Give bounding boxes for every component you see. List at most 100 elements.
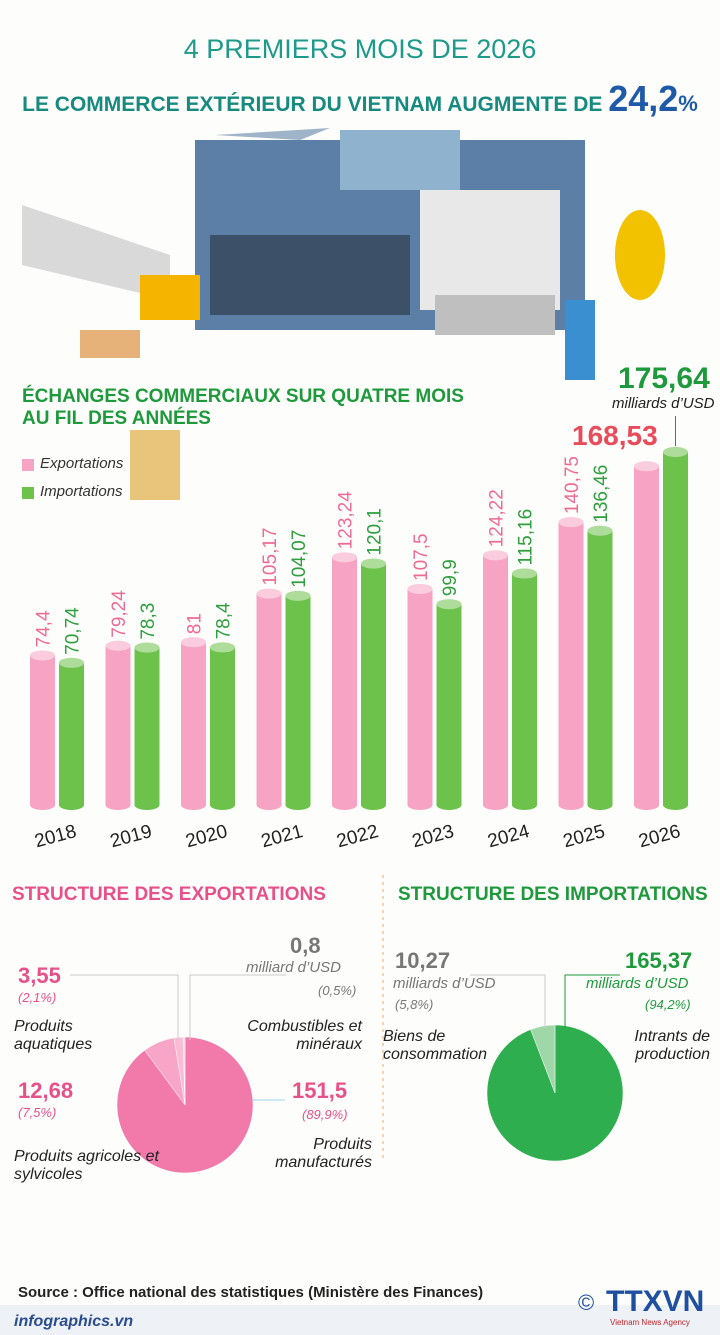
value-label: 99,9 xyxy=(440,559,461,596)
bar-top xyxy=(256,588,282,599)
slice-label: Combustibles et minéraux xyxy=(247,1018,362,1054)
bar-top xyxy=(105,640,131,651)
docks xyxy=(210,235,410,315)
bar xyxy=(59,657,84,810)
slice-label: Produits agricoles et sylvicoles xyxy=(14,1148,159,1184)
bar-top xyxy=(512,568,537,579)
footer-band xyxy=(0,1305,720,1335)
bar xyxy=(558,517,584,810)
copyright: © xyxy=(578,1290,595,1315)
value-label: 78,3 xyxy=(138,603,159,640)
slice-value: 151,5 xyxy=(292,1078,348,1103)
bar xyxy=(634,461,659,810)
bar xyxy=(210,642,235,810)
slice-value: 0,8 xyxy=(290,933,321,958)
unit-label: milliards d’USD xyxy=(612,395,715,412)
slice-value: 165,37 xyxy=(625,948,693,973)
bar xyxy=(285,590,311,810)
slice-label: Biens de consommation xyxy=(383,1028,488,1064)
value-label: 107,5 xyxy=(411,533,432,581)
header-line1: 4 PREMIERS MOIS DE 2026 xyxy=(183,34,537,64)
bar-top xyxy=(30,650,55,661)
header-highlight: 24,2 xyxy=(608,78,679,119)
bar xyxy=(256,588,282,810)
bar-top xyxy=(210,642,235,653)
bar xyxy=(332,552,357,810)
leader xyxy=(564,974,620,1028)
bar xyxy=(663,447,688,810)
slice-share: (2,1%) xyxy=(18,990,57,1005)
value-label: 140,75 xyxy=(562,456,583,514)
bar xyxy=(407,583,433,810)
logo-sub: Vietnam News Agency xyxy=(610,1318,690,1327)
bar-title: ÉCHANGES COMMERCIAUX SUR QUATRE MOIS AU … xyxy=(22,386,464,429)
value-label: 79,24 xyxy=(109,590,130,638)
bar xyxy=(181,637,206,810)
source: Source : Office national des statistique… xyxy=(18,1284,484,1301)
slice-unit: milliards d’USD xyxy=(393,975,496,992)
slice-unit: milliard d’USD xyxy=(246,959,342,976)
bar-top xyxy=(587,525,613,536)
roof xyxy=(340,130,460,190)
footer: infographics.vn xyxy=(14,1313,134,1330)
bar xyxy=(361,558,386,810)
value-label: 105,17 xyxy=(260,528,281,586)
header-line2: LE COMMERCE EXTÉRIEUR DU VIETNAM AUGMENT… xyxy=(0,78,720,119)
value-label: 70,74 xyxy=(63,607,84,655)
value-label: 120,1 xyxy=(365,508,386,556)
leader xyxy=(189,974,286,1040)
exports-title: STRUCTURE DES EXPORTATIONS xyxy=(12,884,326,905)
slice-share: (7,5%) xyxy=(18,1105,57,1120)
value-label: 136,46 xyxy=(591,465,612,523)
bar-top xyxy=(181,637,206,648)
legend-label: Exportations xyxy=(40,455,124,472)
trailer xyxy=(22,205,170,300)
legend-swatch xyxy=(22,459,34,471)
value-label: 78,4 xyxy=(214,602,235,639)
bar xyxy=(30,650,55,810)
header-text: LE COMMERCE EXTÉRIEUR DU VIETNAM AUGMENT… xyxy=(22,93,603,116)
logo: TTXVN xyxy=(606,1285,705,1318)
bar-top xyxy=(558,517,584,528)
value-label: 104,07 xyxy=(289,530,310,588)
value-label: 74,4 xyxy=(34,610,55,647)
bar-top xyxy=(483,550,508,561)
slice-label: Intrants de production xyxy=(634,1028,710,1064)
bar-top xyxy=(436,599,462,610)
slice-unit: milliards d’USD xyxy=(586,975,689,992)
illustration xyxy=(22,128,665,500)
bar xyxy=(105,640,131,810)
pie-slice xyxy=(182,1036,186,1106)
value-label: 115,16 xyxy=(516,509,537,566)
slice-label: Produits aquatiques xyxy=(14,1018,93,1054)
value-label: 175,64 xyxy=(618,362,710,395)
bar-top xyxy=(634,461,659,472)
bar-top xyxy=(332,552,357,563)
header-unit: % xyxy=(678,91,698,116)
bar-top xyxy=(663,447,688,457)
bar xyxy=(587,525,613,810)
slice-value: 3,55 xyxy=(18,963,61,988)
slice-share: (0,5%) xyxy=(318,983,357,998)
boxes xyxy=(80,330,140,358)
warehouse xyxy=(420,190,560,310)
slice-value: 12,68 xyxy=(18,1078,74,1103)
bar-top xyxy=(407,583,433,594)
bar-top xyxy=(361,558,386,569)
plane xyxy=(215,128,330,140)
slice-label: Produits manufacturés xyxy=(275,1136,372,1172)
bar-top xyxy=(285,590,311,601)
slice-share: (5,8%) xyxy=(395,997,434,1012)
bar-top xyxy=(59,657,84,668)
leader xyxy=(70,974,179,1040)
dollar-icon xyxy=(615,210,665,300)
truck xyxy=(435,295,555,335)
bar xyxy=(134,642,160,810)
value-label: 124,22 xyxy=(487,489,508,547)
box-icon xyxy=(130,430,180,500)
bar xyxy=(512,568,537,810)
truck-cab xyxy=(140,275,200,320)
pie-slice xyxy=(530,1024,556,1094)
